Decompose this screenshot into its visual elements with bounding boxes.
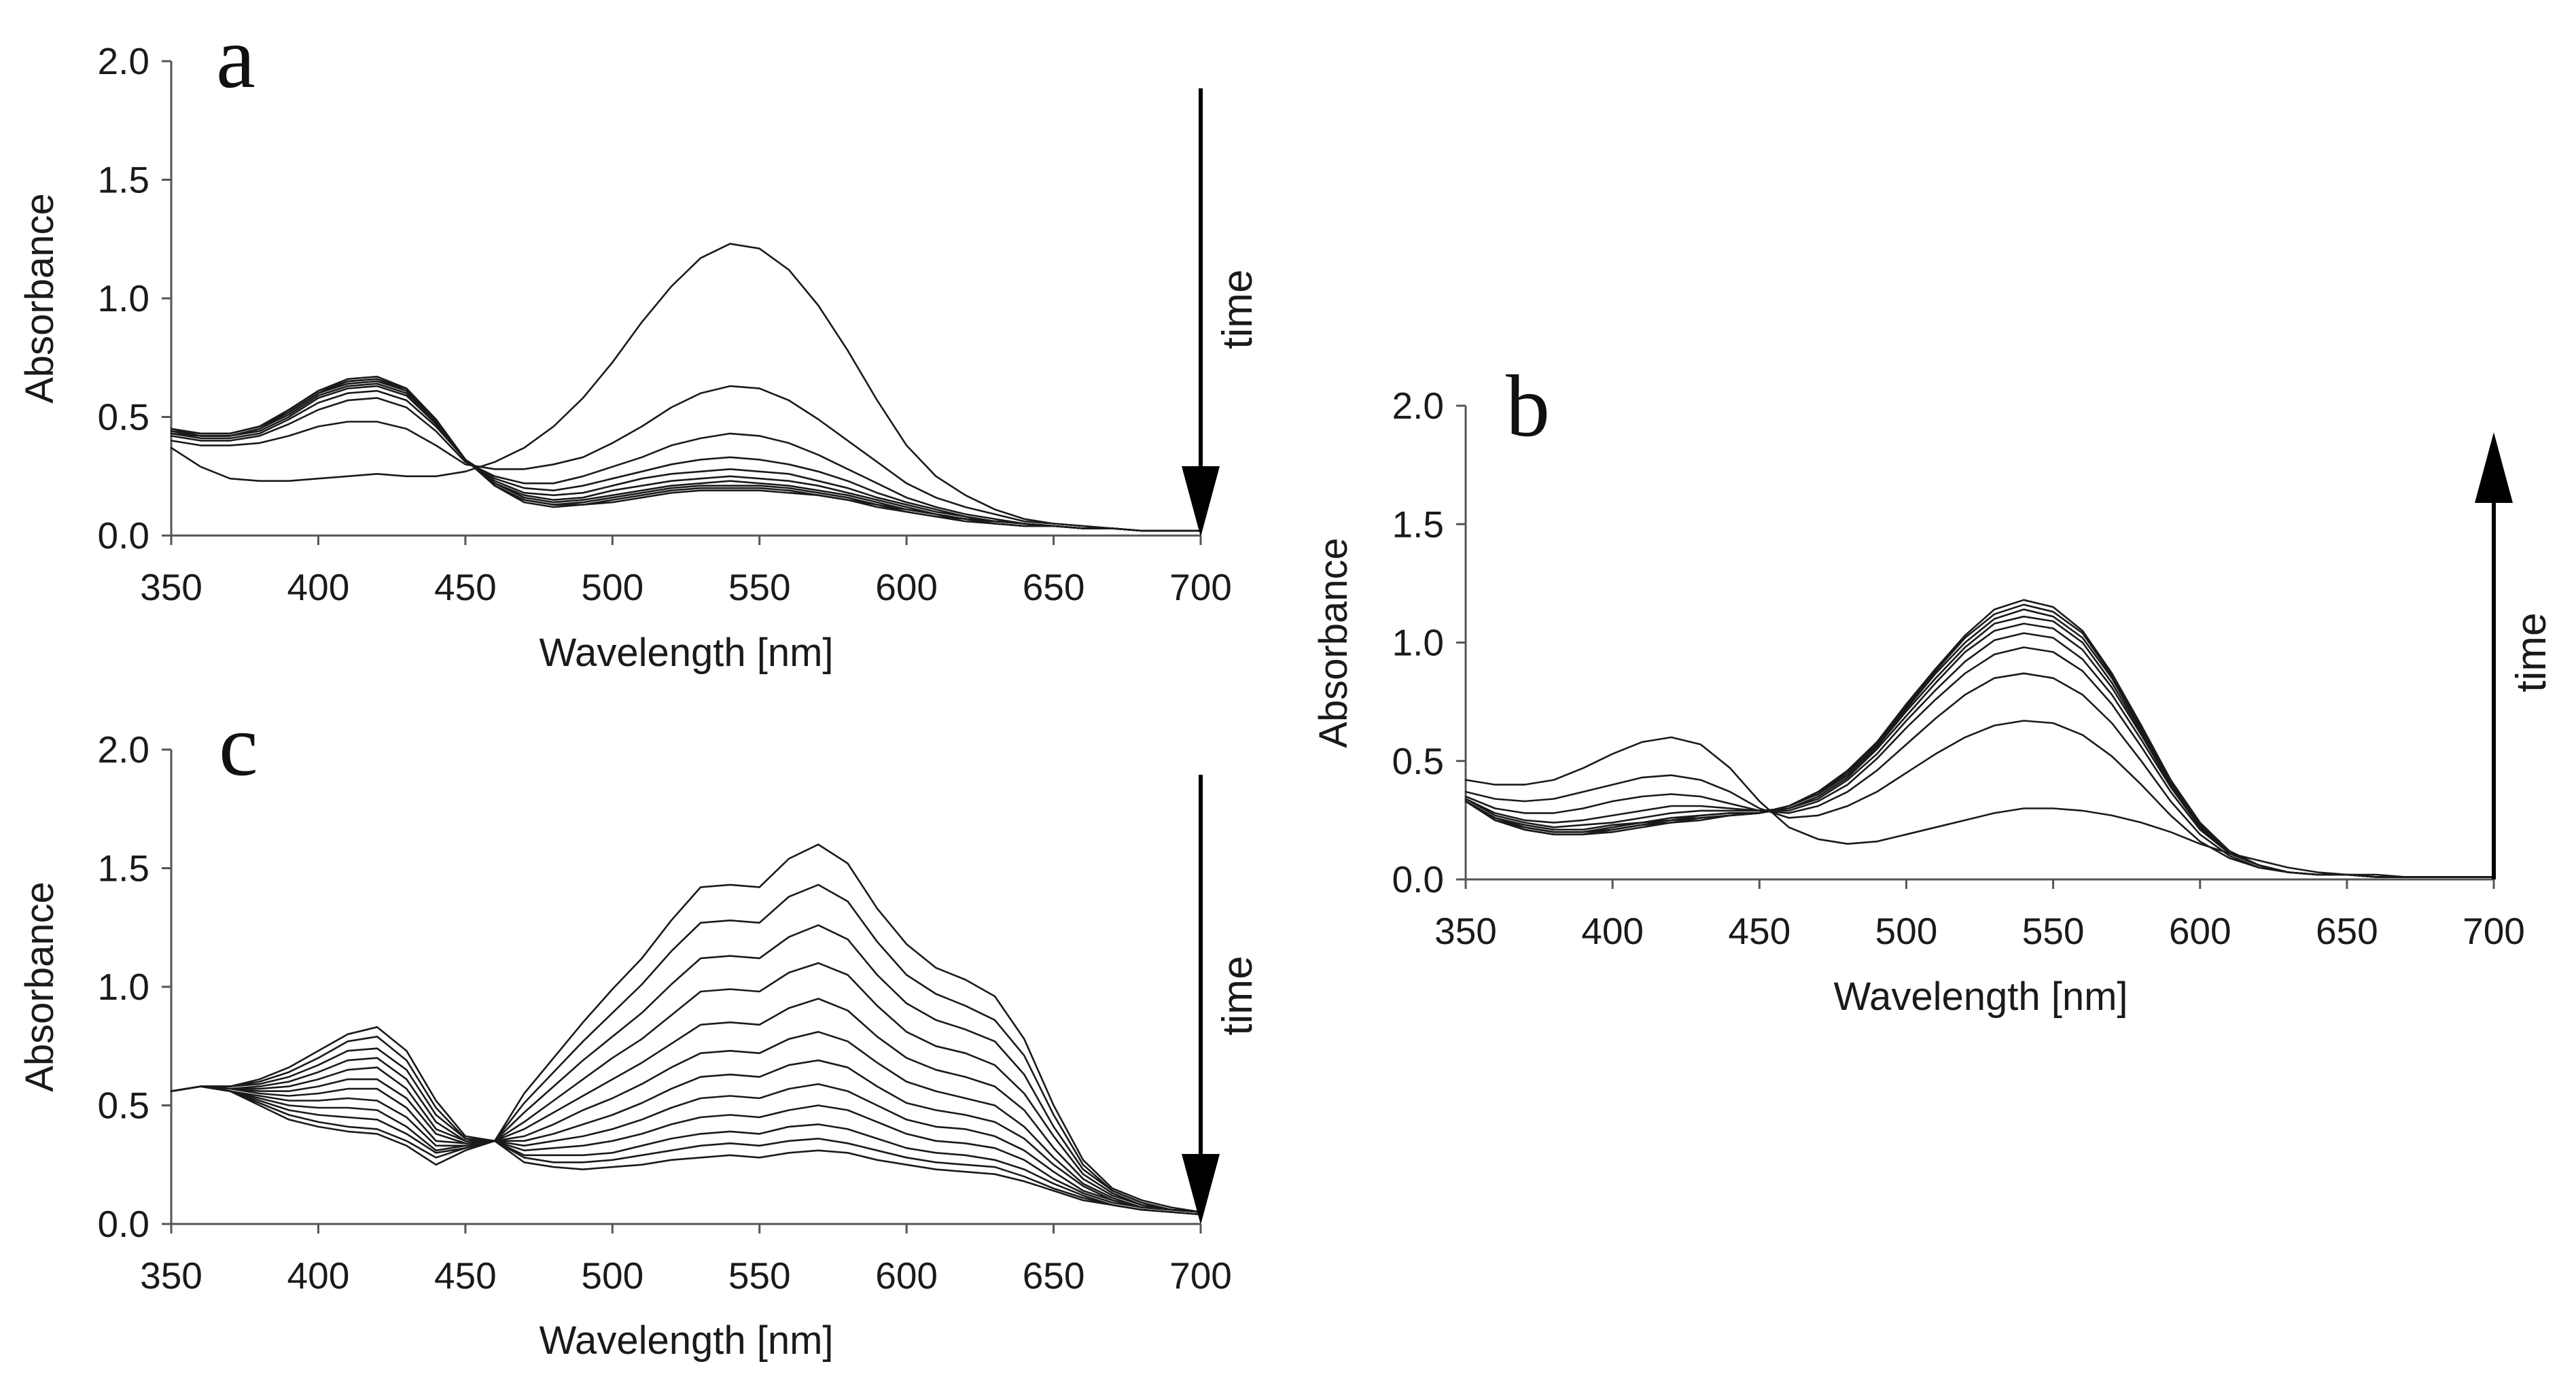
series-line-t7 (1464, 615, 2495, 878)
x-ticks: 350 400 450 500 550 600 650 700 (140, 536, 1232, 608)
series-line-t6 (170, 383, 1202, 532)
x-tick-label: 450 (434, 566, 497, 608)
series-line-t4 (170, 389, 1202, 532)
series-line-t5 (170, 998, 1202, 1213)
y-axis-title: Absorbance (18, 881, 62, 1092)
series-line-t6 (170, 1031, 1202, 1213)
x-axis-title: Wavelength [nm] (539, 1318, 833, 1363)
panel-label: b (1506, 357, 1550, 455)
panel-b-chart: 0.0 0.5 1.0 1.5 2.0 350 400 450 500 550 600 650 700… (1311, 357, 2555, 1019)
x-tick-label: 600 (875, 1255, 938, 1297)
y-tick-label: 0.0 (98, 1203, 149, 1245)
x-tick-label: 600 (2169, 910, 2231, 952)
series-line-t2 (1464, 720, 2495, 878)
y-ticks: 0.0 0.5 1.0 1.5 2.0 (1392, 385, 1466, 900)
series-line-t9 (1464, 603, 2495, 878)
panel-a-chart: 0.0 0.5 1.0 1.5 2.0 350 400 450 500 550 600 650 700… (18, 9, 1261, 675)
series-line-t4 (170, 962, 1202, 1213)
x-tick-label: 700 (1169, 1255, 1232, 1297)
series-line-t10 (1464, 599, 2495, 878)
series-line-t11 (170, 1036, 1202, 1216)
y-ticks: 0.0 0.5 1.0 1.5 2.0 (98, 729, 171, 1245)
time-arrow (1182, 775, 1220, 1225)
series-line-t1 (1464, 736, 2495, 878)
series-line-t10 (170, 1047, 1202, 1216)
y-axis-title: Absorbance (1311, 538, 1356, 748)
series-line-t9 (170, 378, 1202, 532)
y-tick-label: 0.0 (98, 514, 149, 557)
x-tick-label: 500 (581, 1255, 643, 1297)
y-tick-label: 1.0 (98, 277, 149, 319)
series-group (1464, 599, 2495, 878)
series-line-t1 (170, 243, 1202, 532)
x-tick-label: 700 (2463, 910, 2525, 952)
x-tick-label: 350 (140, 566, 202, 608)
series-line-t2 (170, 883, 1202, 1213)
y-tick-label: 1.5 (98, 847, 149, 890)
y-tick-label: 2.0 (1392, 385, 1444, 427)
x-tick-label: 600 (875, 566, 938, 608)
x-tick-label: 650 (1023, 566, 1085, 608)
time-arrow (2475, 432, 2513, 879)
time-label: time (1214, 956, 1261, 1035)
series-line-t9 (170, 1057, 1202, 1213)
series-line-t5 (1464, 632, 2495, 878)
y-tick-label: 1.0 (98, 966, 149, 1008)
x-tick-label: 450 (434, 1255, 497, 1297)
x-tick-label: 400 (287, 566, 350, 608)
series-line-t10 (170, 375, 1202, 532)
series-line-t7 (170, 1059, 1202, 1213)
y-tick-label: 0.5 (98, 396, 149, 438)
x-tick-label: 400 (1581, 910, 1644, 952)
series-line-t12 (170, 1026, 1202, 1216)
series-line-t4 (1464, 646, 2495, 878)
y-tick-label: 1.5 (1392, 503, 1444, 545)
time-arrow (1182, 88, 1220, 537)
y-ticks: 0.0 0.5 1.0 1.5 2.0 (98, 40, 171, 557)
x-ticks: 350 400 450 500 550 600 650 700 (1434, 879, 2525, 952)
x-tick-label: 550 (728, 566, 791, 608)
panel-c-chart: 0.0 0.5 1.0 1.5 2.0 350 400 450 500 550 600 650 700… (18, 697, 1261, 1363)
y-tick-label: 0.5 (1392, 740, 1444, 782)
x-axis-title: Wavelength [nm] (1833, 975, 2128, 1019)
x-tick-label: 550 (2022, 910, 2085, 952)
series-group (170, 243, 1202, 532)
x-ticks: 350 400 450 500 550 600 650 700 (140, 1224, 1232, 1297)
x-tick-label: 500 (581, 566, 643, 608)
x-tick-label: 400 (287, 1255, 350, 1297)
x-tick-label: 650 (1023, 1255, 1085, 1297)
y-tick-label: 2.0 (98, 40, 149, 82)
series-line-t8 (170, 1066, 1202, 1213)
series-group (170, 843, 1202, 1216)
y-axis-title: Absorbance (18, 193, 62, 404)
panel-label: a (216, 9, 255, 107)
y-tick-label: 1.0 (1392, 622, 1444, 664)
y-tick-label: 0.5 (98, 1085, 149, 1127)
panel-label: c (219, 697, 258, 794)
series-line-t1 (170, 843, 1202, 1213)
x-tick-label: 550 (728, 1255, 791, 1297)
series-line-t7 (170, 380, 1202, 532)
x-tick-label: 700 (1169, 566, 1232, 608)
series-line-t3 (1464, 672, 2495, 878)
series-line-t3 (170, 397, 1202, 532)
time-label: time (2508, 612, 2555, 692)
x-axis-title: Wavelength [nm] (539, 631, 833, 675)
y-tick-label: 1.5 (98, 159, 149, 201)
x-tick-label: 650 (2316, 910, 2378, 952)
series-line-t2 (170, 385, 1202, 532)
y-tick-label: 2.0 (98, 729, 149, 771)
x-tick-label: 350 (140, 1255, 202, 1297)
x-tick-label: 500 (1875, 910, 1938, 952)
time-label: time (1214, 269, 1261, 349)
x-tick-label: 450 (1728, 910, 1790, 952)
series-line-t3 (170, 924, 1202, 1213)
series-line-t8 (170, 378, 1202, 532)
x-tick-label: 350 (1434, 910, 1497, 952)
y-tick-label: 0.0 (1392, 858, 1444, 900)
series-line-t8 (1464, 608, 2495, 878)
